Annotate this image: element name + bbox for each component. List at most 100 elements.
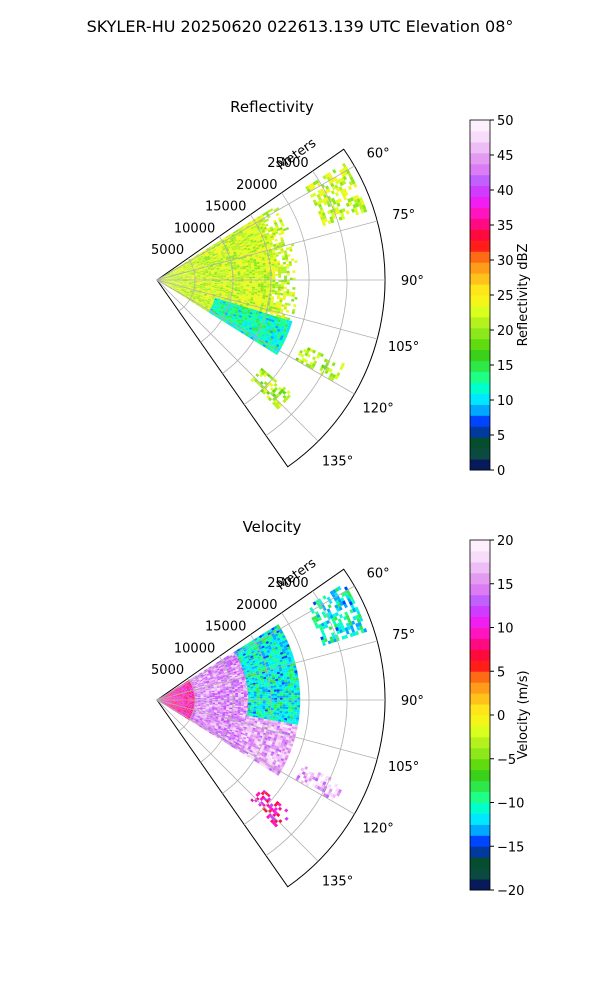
- echo-cell: [211, 281, 215, 283]
- echo-cell: [176, 266, 180, 269]
- echo-cell: [221, 239, 225, 243]
- echo-cell: [255, 276, 259, 279]
- echo-cell: [208, 297, 212, 300]
- echo-cell: [176, 276, 180, 277]
- echo-cell: [198, 266, 202, 269]
- echo-cell: [188, 700, 192, 702]
- echo-cell: [196, 261, 200, 264]
- echo-cell: [188, 277, 192, 278]
- echo-cell: [241, 261, 245, 264]
- echo-cell: [259, 294, 263, 297]
- echo-cell: [180, 268, 184, 270]
- echo-cell: [287, 303, 291, 306]
- echo-cell: [191, 274, 195, 276]
- echo-cell: [185, 283, 189, 284]
- echo-cell: [185, 263, 188, 266]
- echo-cell: [203, 262, 207, 264]
- echo-cell: [188, 283, 192, 285]
- echo-cell: [235, 298, 239, 301]
- echo-cell: [185, 282, 189, 283]
- echo-cell: [180, 267, 184, 270]
- echo-cell: [234, 273, 238, 275]
- echo-cell: [219, 270, 223, 273]
- echo-cell: [255, 283, 258, 286]
- echo-cell: [191, 273, 195, 275]
- echo-cell: [170, 286, 173, 288]
- echo-cell: [292, 277, 296, 280]
- echo-cell: [211, 281, 215, 282]
- echo-cell: [214, 297, 218, 300]
- echo-cell: [181, 294, 185, 297]
- echo-cell: [215, 255, 219, 258]
- echo-cell: [211, 245, 215, 249]
- echo-cell: [230, 252, 234, 255]
- echo-cell: [260, 270, 264, 273]
- echo-cell: [162, 282, 165, 284]
- echo-cell: [223, 238, 227, 241]
- echo-cell: [239, 293, 243, 295]
- echo-cell: [224, 265, 228, 267]
- echo-cell: [184, 269, 188, 272]
- echo-cell: [233, 232, 237, 236]
- echo-cell: [280, 293, 284, 296]
- colorbar-segment: [470, 327, 490, 340]
- echo-cell: [256, 260, 260, 263]
- echo-cell: [207, 266, 211, 269]
- echo-cell: [185, 278, 189, 280]
- echo-cell: [263, 281, 267, 284]
- echo-cell: [233, 293, 237, 296]
- echo-cell: [168, 277, 172, 278]
- echo-cell: [216, 266, 220, 269]
- echo-cell: [347, 185, 353, 191]
- echo-cell: [249, 231, 253, 235]
- echo-cell: [236, 304, 240, 307]
- echo-cell: [167, 283, 171, 285]
- echo-cell: [191, 278, 195, 280]
- echo-cell: [209, 280, 212, 282]
- echo-cell: [262, 260, 266, 264]
- echo-cell: [260, 268, 264, 271]
- echo-cell: [245, 290, 249, 293]
- echo-cell: [220, 274, 224, 276]
- echo-cell: [165, 281, 169, 283]
- echo-cell: [267, 229, 272, 233]
- echo-cell: [231, 247, 235, 250]
- echo-cell: [263, 219, 267, 224]
- echo-cell: [205, 271, 209, 273]
- echo-cell: [220, 250, 224, 253]
- echo-cell: [267, 209, 271, 214]
- echo-cell: [185, 280, 189, 282]
- echo-cell: [183, 280, 186, 281]
- echo-cell: [274, 292, 278, 295]
- echo-cell: [200, 276, 204, 278]
- echo-cell: [211, 277, 215, 279]
- echo-cell: [218, 254, 222, 257]
- echo-cell: [178, 269, 181, 271]
- echo-cell: [167, 284, 171, 286]
- echo-cell: [170, 284, 174, 286]
- echo-cell: [179, 293, 182, 296]
- echo-cell: [245, 264, 249, 266]
- echo-cell: [280, 286, 284, 289]
- echo-cell: [255, 285, 258, 288]
- echo-cell: [202, 287, 206, 289]
- echo-cell: [259, 298, 263, 301]
- echo-cell: [280, 268, 284, 272]
- echo-cell: [196, 261, 200, 264]
- echo-cell: [229, 282, 232, 284]
- echo-cell: [248, 263, 252, 266]
- echo-cell: [200, 255, 204, 258]
- echo-cell: [213, 249, 217, 253]
- echo-cell: [252, 302, 256, 305]
- echo-cell: [197, 277, 201, 278]
- echo-cell: [234, 270, 238, 272]
- echo-cell: [173, 272, 176, 274]
- echo-cell: [193, 262, 197, 265]
- echo-cell: [205, 287, 209, 289]
- echo-cell: [168, 277, 172, 278]
- echo-cell: [191, 276, 195, 278]
- echo-cell: [228, 269, 232, 272]
- echo-cell: [245, 252, 249, 255]
- echo-cell: [225, 272, 229, 274]
- echo-cell: [217, 272, 221, 274]
